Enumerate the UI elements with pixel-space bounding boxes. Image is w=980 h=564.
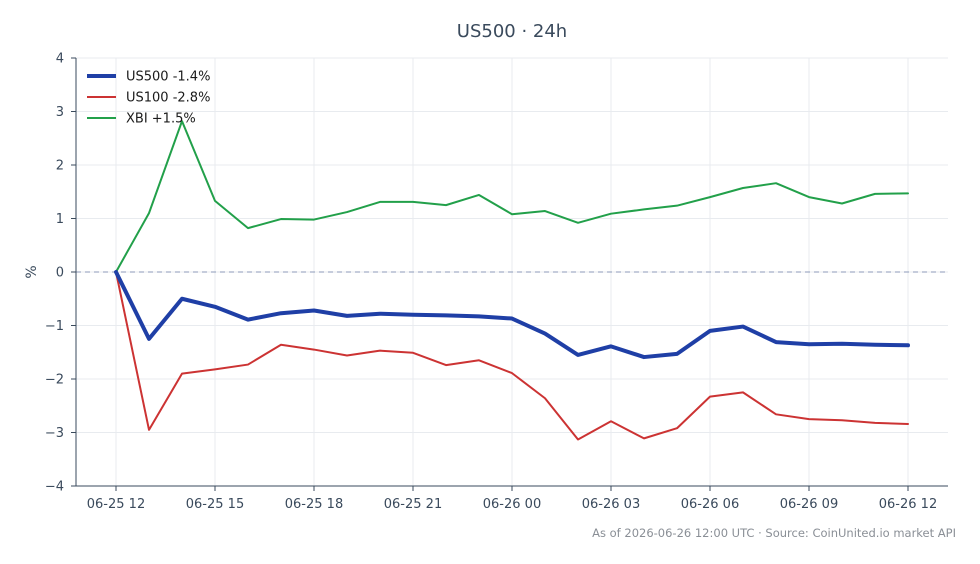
y-axis-ticks: −4 −3 −2 −1 0 1 2 3 4 [45, 52, 76, 495]
y-tick-label: 3 [56, 105, 64, 120]
legend: US500 -1.4% US100 -2.8% XBI +1.5% [87, 70, 210, 127]
chart-title: US500 · 24h [457, 21, 567, 42]
x-tick-label: 06-25 18 [285, 497, 343, 512]
series-lines [114, 120, 910, 441]
y-tick-label: −4 [45, 480, 64, 495]
source-footnote: As of 2026-06-26 12:00 UTC · Source: Coi… [592, 526, 956, 540]
x-tick-label: 06-26 06 [681, 497, 739, 512]
x-tick-label: 06-26 00 [483, 497, 541, 512]
legend-label: US500 -1.4% [126, 70, 210, 85]
y-axis-label: % [24, 265, 40, 278]
x-axis-ticks: 06-25 12 06-25 15 06-25 18 06-25 21 06-26 00… [87, 486, 937, 512]
x-tick-label: 06-26 09 [780, 497, 838, 512]
x-tick-label: 06-26 03 [582, 497, 640, 512]
y-tick-label: −3 [45, 426, 64, 441]
series-line-xbi [115, 120, 909, 273]
y-tick-label: 0 [56, 266, 64, 281]
y-tick-label: −2 [45, 373, 64, 388]
legend-label: XBI +1.5% [126, 112, 196, 127]
y-tick-label: 1 [56, 212, 64, 227]
y-tick-label: −1 [45, 319, 64, 334]
x-tick-label: 06-25 21 [384, 497, 442, 512]
series-line-us500 [114, 270, 910, 360]
series-line-us100 [115, 271, 909, 441]
x-tick-label: 06-25 15 [186, 497, 244, 512]
y-tick-label: 4 [56, 52, 64, 67]
x-tick-label: 06-26 12 [879, 497, 937, 512]
x-tick-label: 06-25 12 [87, 497, 145, 512]
legend-label: US100 -2.8% [126, 91, 210, 106]
y-tick-label: 2 [56, 159, 64, 174]
